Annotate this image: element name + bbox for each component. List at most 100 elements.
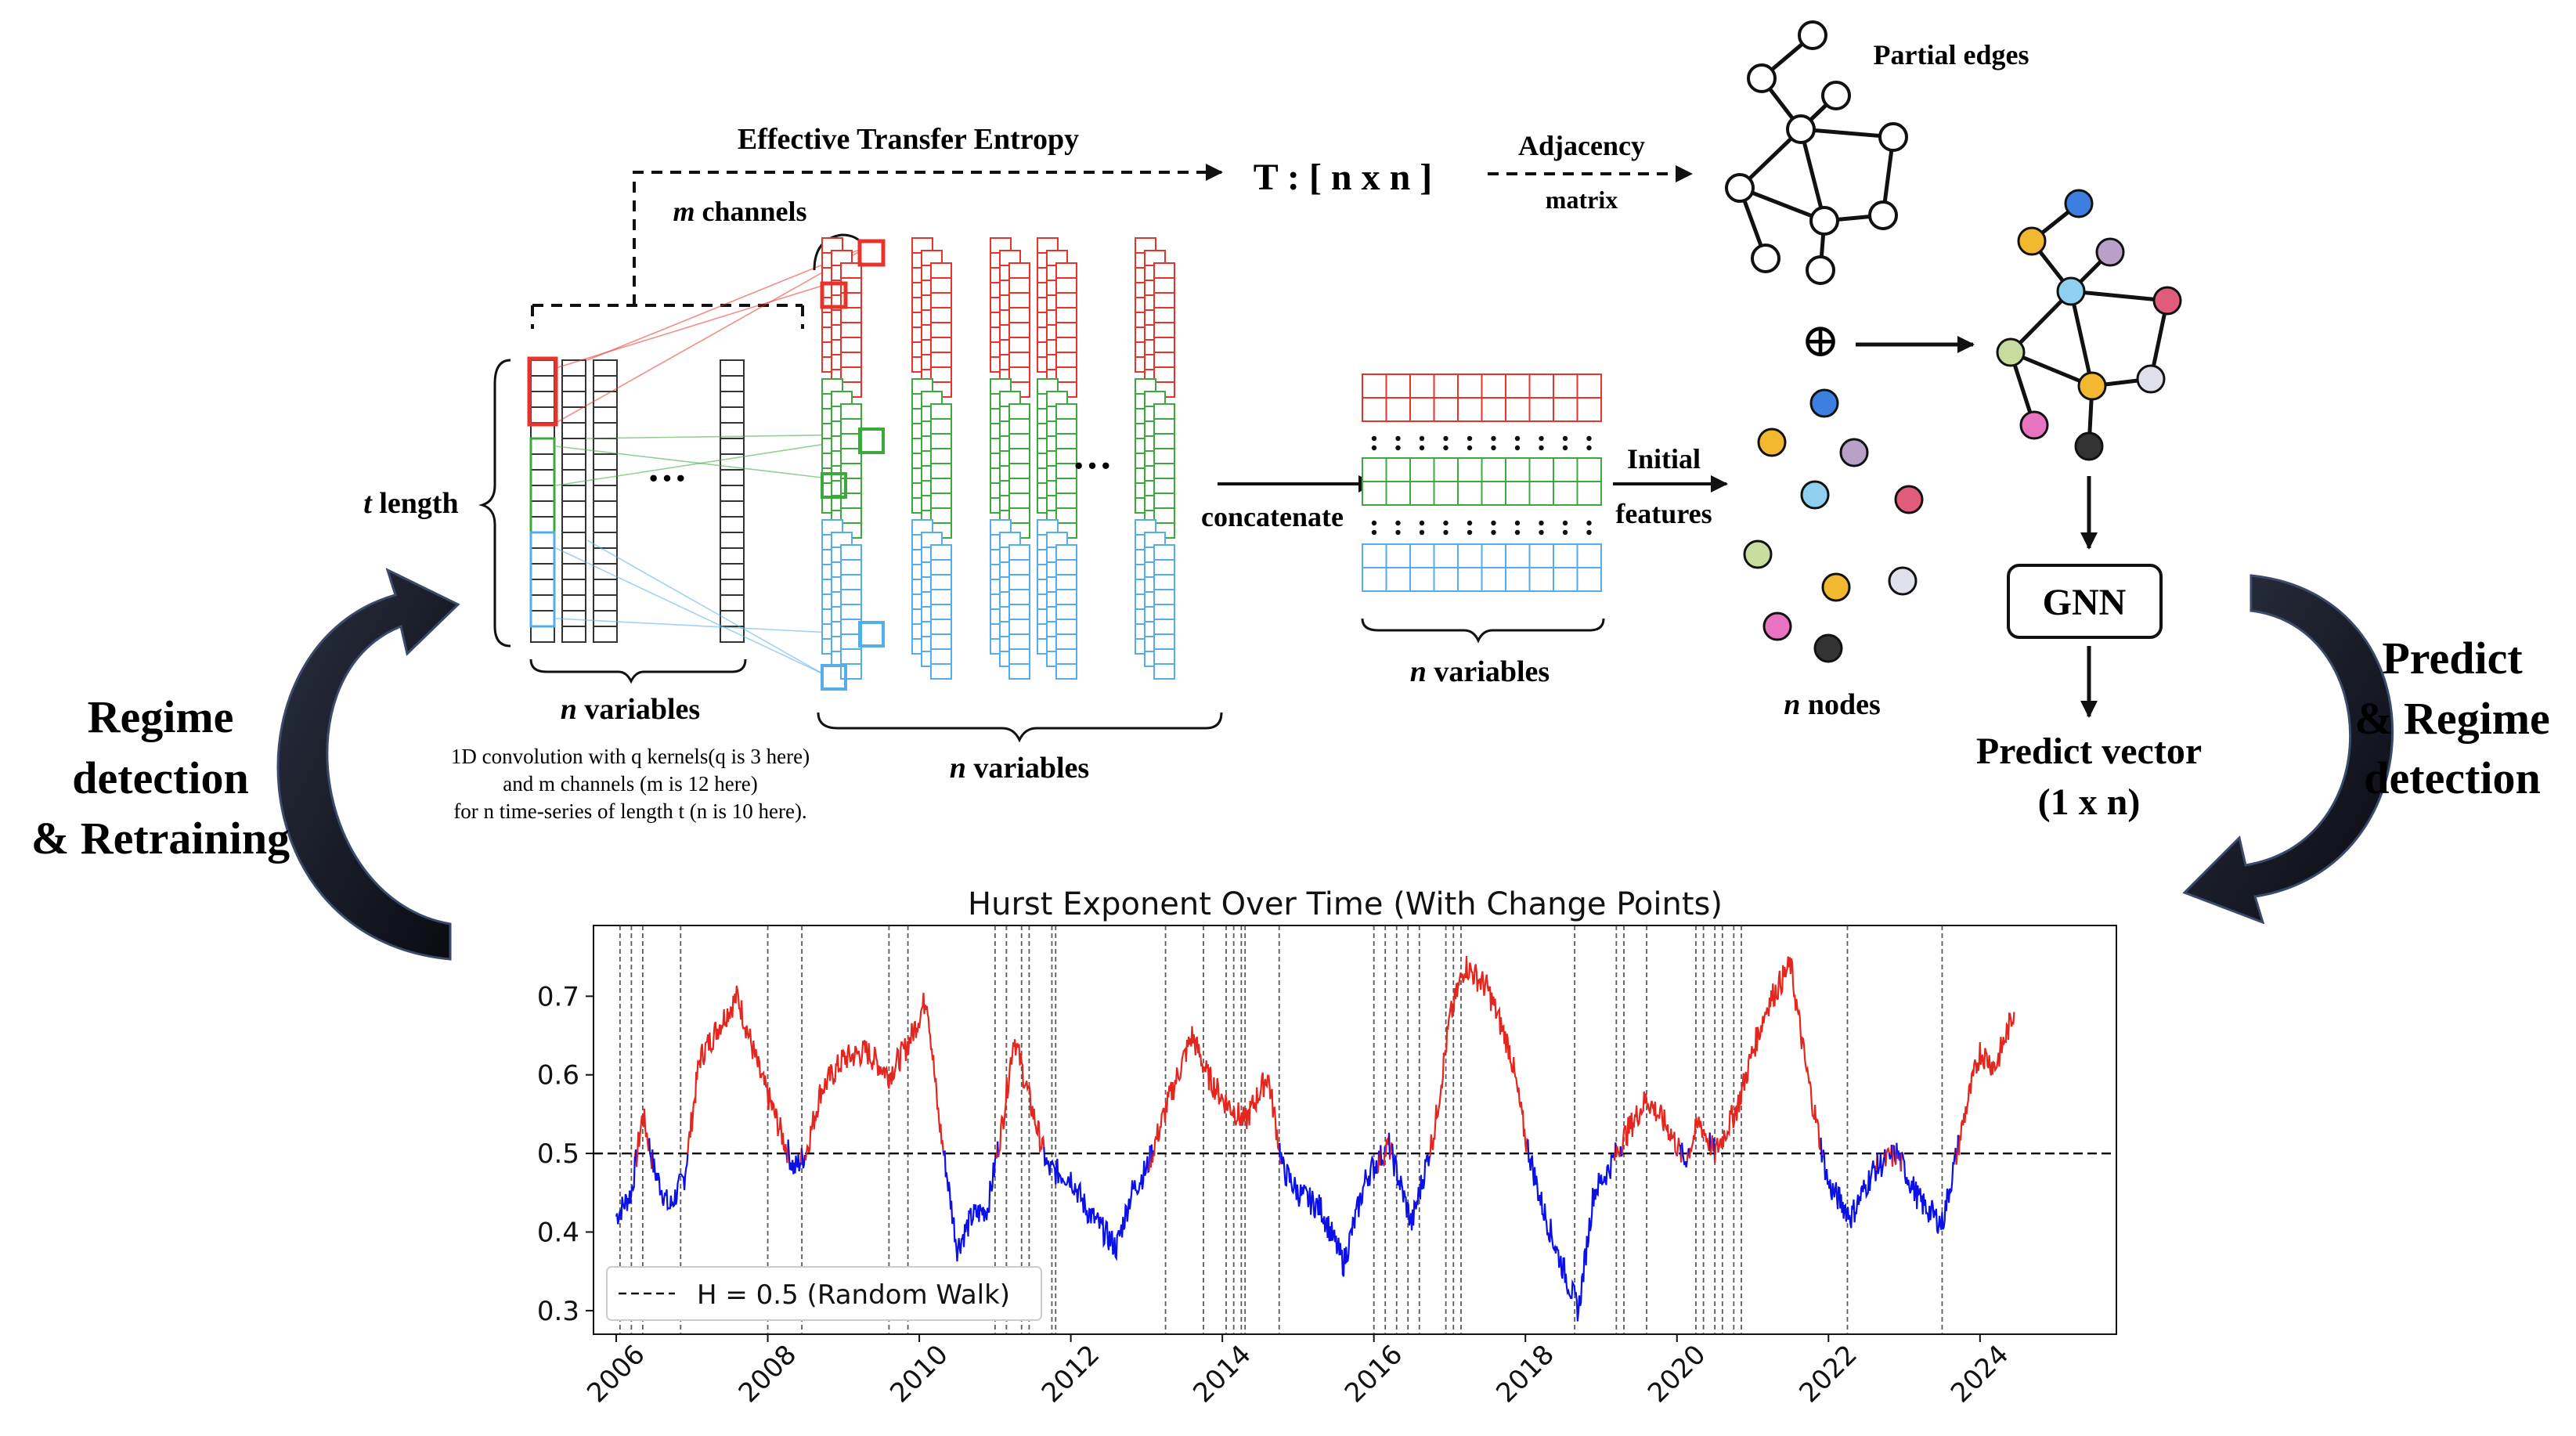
conv-kernel-red-2 [820,281,848,309]
feature-dot [1514,445,1521,451]
input-cell [720,469,745,486]
graph-node [2074,431,2104,461]
feature-cell [1505,567,1531,592]
conv-cell [1008,277,1030,294]
node [1821,572,1851,602]
feature-cell [1433,543,1459,568]
feature-cell [1385,543,1411,568]
feature-cell [1576,567,1602,592]
projection-line [586,248,862,361]
input-cell [720,610,745,627]
series-above-segment [1429,955,1528,1156]
conv-cell [1008,418,1030,435]
node [1762,612,1792,641]
conv-cell [1153,619,1175,635]
feat-n-brace [1361,618,1605,644]
y-tick-label: 0.6 [537,1060,579,1091]
feature-cell [1505,543,1531,568]
feature-rows [1362,373,1602,592]
conv-cell [930,366,952,383]
input-cell [593,406,618,424]
feature-cell [1457,543,1483,568]
conv-cell [840,463,862,479]
feature-cell [1576,481,1602,506]
feature-cell [1505,457,1531,482]
graph-node [2017,226,2047,256]
series-below-segment [1820,1137,1824,1163]
conv-cell [1008,559,1030,575]
feature-dot [1467,529,1473,536]
conv-cell [1055,337,1077,353]
conv-cell [1008,604,1030,620]
feature-cell [1553,567,1578,592]
input-cell [561,626,586,643]
feature-dot [1562,445,1568,451]
projection-line [555,618,862,635]
series-below-segment [1900,1151,1956,1234]
input-cell [561,485,586,502]
feature-cell [1481,481,1506,506]
conv-cell [1055,307,1077,323]
conv-feature-maps [820,237,1175,691]
conv-cell [1153,478,1175,494]
input-cell [593,359,618,377]
conv-cell [1153,463,1175,479]
series-below-segment [651,1149,689,1211]
series-below-segment [1619,1146,1623,1157]
conv-cell [1008,403,1030,420]
input-cell [561,579,586,596]
feature-cell [1385,373,1411,399]
feature-dot [1514,529,1521,536]
initial-label: Initial [1627,443,1701,474]
conv-cell [1008,544,1030,561]
feature-dot [1586,435,1592,442]
feature-cell [1505,373,1531,399]
input-cell [561,532,586,549]
conv-cell [1153,403,1175,420]
conv-cell [1055,366,1077,383]
series-above-segment [1615,1146,1620,1157]
series-above-segment [1714,956,1822,1164]
feature-dot [1562,435,1568,442]
conv-cell [840,307,862,323]
conv-cell [1153,337,1175,353]
left-cycle-line-1: Regime [88,691,234,742]
feature-cell [1385,567,1411,592]
input-cell [530,438,555,455]
feature-dot [1514,520,1521,526]
conv-cell [1055,403,1077,420]
conv-cell [840,337,862,353]
input-cell [593,422,618,439]
feature-dot [1539,435,1544,442]
feature-cell [1576,397,1602,422]
input-cell [593,594,618,612]
conv-cell [1055,262,1077,279]
series-below-segment [1681,1142,1688,1167]
series-above-segment [1389,1142,1393,1160]
caption-line-3: for n time-series of length t (n is 10 h… [453,799,806,823]
feature-cell [1553,457,1578,482]
y-tick-label: 0.5 [537,1138,579,1170]
node [1839,438,1869,467]
input-cell [530,579,555,596]
features-label: features [1615,498,1712,529]
conv-cell [1153,433,1175,449]
feature-dot [1395,529,1401,536]
conv-cell [840,589,862,605]
input-cell [530,610,555,627]
feature-dot [1586,445,1592,451]
input-cell [530,406,555,424]
caption-line-1: 1D convolution with q kernels(q is 3 her… [451,745,810,768]
feature-dot [1467,435,1473,442]
graph-node [2019,410,2049,440]
conv-cell [930,337,952,353]
conv-cell [1008,619,1030,635]
conv-cell [930,663,952,680]
x-tick-label: 2014 [1187,1339,1257,1409]
feature-cell [1457,397,1483,422]
feature-cell [1528,397,1554,422]
y-tick-label: 0.4 [537,1218,579,1249]
feature-cell [1576,373,1602,399]
oplus-symbol: ⊕ [1801,315,1840,366]
input-cell [530,359,555,377]
